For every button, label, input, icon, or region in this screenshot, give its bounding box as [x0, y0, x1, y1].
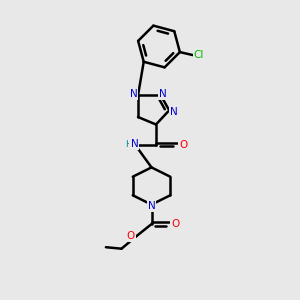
- Text: O: O: [179, 140, 187, 150]
- Text: N: N: [148, 201, 155, 211]
- Text: N: N: [130, 89, 137, 99]
- Text: H: H: [125, 140, 132, 148]
- Text: O: O: [171, 219, 180, 229]
- Text: N: N: [130, 139, 138, 149]
- Text: Cl: Cl: [194, 50, 204, 60]
- Text: N: N: [170, 106, 178, 117]
- Text: O: O: [126, 231, 135, 241]
- Text: N: N: [159, 89, 167, 99]
